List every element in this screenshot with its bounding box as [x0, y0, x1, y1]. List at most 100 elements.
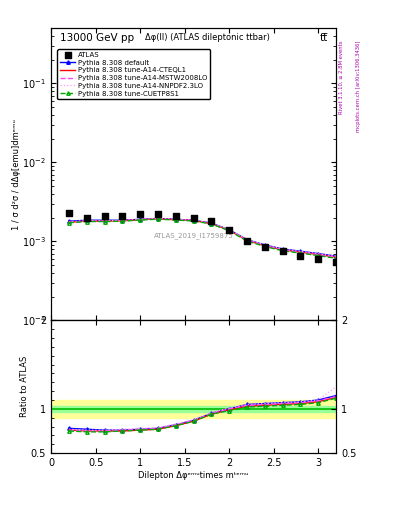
Pythia 8.308 default [84, 217, 89, 223]
Pythia 8.308 tune-A14-MSTW2008LO [173, 217, 178, 223]
Pythia 8.308 tune-A14-CTEQL1 [280, 247, 285, 253]
Y-axis label: 1 / σ d²σ / dΔφ[emu]dmᵉᵐᵘ: 1 / σ d²σ / dΔφ[emu]dmᵉᵐᵘ [12, 119, 21, 230]
Pythia 8.308 tune-A14-MSTW2008LO [316, 251, 321, 258]
Pythia 8.308 tune-CUETP8S1 [263, 243, 267, 249]
Pythia 8.308 tune-A14-NNPDF2.3LO [334, 253, 338, 259]
ATLAS [333, 258, 339, 266]
ATLAS [279, 247, 286, 255]
Pythia 8.308 default [244, 237, 249, 243]
Legend: ATLAS, Pythia 8.308 default, Pythia 8.308 tune-A14-CTEQL1, Pythia 8.308 tune-A14: ATLAS, Pythia 8.308 default, Pythia 8.30… [57, 49, 210, 99]
Pythia 8.308 tune-CUETP8S1 [244, 238, 249, 244]
Pythia 8.308 tune-A14-CTEQL1 [244, 237, 249, 243]
Pythia 8.308 tune-A14-MSTW2008LO [191, 218, 196, 224]
ATLAS [208, 217, 215, 225]
Pythia 8.308 default [334, 253, 338, 259]
Pythia 8.308 tune-A14-CTEQL1 [173, 217, 178, 223]
Pythia 8.308 default [263, 242, 267, 248]
Pythia 8.308 tune-CUETP8S1 [138, 217, 143, 223]
Pythia 8.308 tune-A14-NNPDF2.3LO [298, 248, 303, 254]
Pythia 8.308 tune-A14-CTEQL1 [298, 249, 303, 255]
Pythia 8.308 default [173, 216, 178, 222]
Pythia 8.308 tune-A14-CTEQL1 [66, 219, 71, 225]
Pythia 8.308 default [298, 248, 303, 254]
Pythia 8.308 tune-A14-MSTW2008LO [227, 227, 231, 233]
Pythia 8.308 tune-A14-CTEQL1 [102, 218, 107, 224]
Pythia 8.308 default [209, 220, 214, 226]
Pythia 8.308 tune-CUETP8S1 [66, 220, 71, 226]
Pythia 8.308 default [280, 246, 285, 252]
Text: ATLAS_2019_I1759875: ATLAS_2019_I1759875 [154, 232, 233, 240]
Y-axis label: Ratio to ATLAS: Ratio to ATLAS [20, 356, 29, 417]
ATLAS [84, 214, 90, 222]
Pythia 8.308 tune-A14-NNPDF2.3LO [102, 218, 107, 224]
Pythia 8.308 tune-A14-MSTW2008LO [102, 218, 107, 224]
Pythia 8.308 tune-A14-CTEQL1 [138, 217, 143, 223]
Text: Rivet 3.1.10, ≥ 2.8M events: Rivet 3.1.10, ≥ 2.8M events [339, 41, 344, 115]
Pythia 8.308 tune-A14-MSTW2008LO [280, 247, 285, 253]
ATLAS [155, 210, 161, 219]
Pythia 8.308 tune-A14-MSTW2008LO [84, 218, 89, 224]
Text: tt̅: tt̅ [319, 33, 327, 42]
Pythia 8.308 tune-A14-CTEQL1 [191, 218, 196, 224]
Pythia 8.308 tune-A14-NNPDF2.3LO [209, 220, 214, 226]
Pythia 8.308 tune-A14-CTEQL1 [209, 221, 214, 227]
Pythia 8.308 tune-A14-CTEQL1 [263, 243, 267, 249]
Pythia 8.308 tune-A14-NNPDF2.3LO [66, 219, 71, 225]
Pythia 8.308 tune-A14-MSTW2008LO [209, 221, 214, 227]
Pythia 8.308 tune-A14-NNPDF2.3LO [120, 218, 125, 224]
Pythia 8.308 tune-A14-NNPDF2.3LO [191, 217, 196, 223]
Pythia 8.308 tune-A14-CTEQL1 [84, 218, 89, 224]
Pythia 8.308 tune-A14-CTEQL1 [156, 216, 160, 222]
Text: 13000 GeV pp: 13000 GeV pp [60, 33, 134, 42]
Pythia 8.308 tune-A14-MSTW2008LO [244, 237, 249, 243]
Pythia 8.308 tune-A14-CTEQL1 [316, 251, 321, 258]
Pythia 8.308 tune-A14-CTEQL1 [334, 254, 338, 260]
Bar [51, 400, 336, 418]
Pythia 8.308 tune-CUETP8S1 [334, 255, 338, 261]
Pythia 8.308 default [316, 250, 321, 257]
ATLAS [137, 210, 143, 219]
Pythia 8.308 tune-CUETP8S1 [84, 219, 89, 225]
ATLAS [315, 255, 321, 263]
Pythia 8.308 default [156, 216, 160, 222]
Pythia 8.308 tune-A14-MSTW2008LO [120, 218, 125, 224]
ATLAS [244, 237, 250, 245]
Pythia 8.308 tune-A14-NNPDF2.3LO [84, 218, 89, 224]
Pythia 8.308 tune-CUETP8S1 [156, 216, 160, 222]
Line: Pythia 8.308 default: Pythia 8.308 default [67, 217, 338, 258]
Pythia 8.308 tune-A14-MSTW2008LO [263, 243, 267, 249]
Text: Δφ(ll) (ATLAS dileptonic ttbar): Δφ(ll) (ATLAS dileptonic ttbar) [145, 33, 270, 41]
ATLAS [297, 252, 303, 260]
Pythia 8.308 default [138, 216, 143, 222]
Line: Pythia 8.308 tune-A14-CTEQL1: Pythia 8.308 tune-A14-CTEQL1 [69, 219, 336, 257]
Pythia 8.308 default [66, 218, 71, 224]
Pythia 8.308 tune-A14-MSTW2008LO [334, 254, 338, 260]
ATLAS [190, 214, 196, 222]
Pythia 8.308 tune-A14-MSTW2008LO [298, 249, 303, 255]
Pythia 8.308 tune-CUETP8S1 [173, 217, 178, 223]
X-axis label: Dilepton Δφᵉᵐᵘtimes mᵗᵉᵐᵘ: Dilepton Δφᵉᵐᵘtimes mᵗᵉᵐᵘ [138, 471, 249, 480]
Pythia 8.308 tune-A14-NNPDF2.3LO [244, 237, 249, 243]
Pythia 8.308 tune-A14-NNPDF2.3LO [173, 216, 178, 222]
Pythia 8.308 default [227, 227, 231, 233]
ATLAS [66, 209, 72, 217]
Pythia 8.308 tune-A14-MSTW2008LO [66, 219, 71, 225]
Pythia 8.308 tune-CUETP8S1 [227, 228, 231, 234]
Pythia 8.308 tune-CUETP8S1 [102, 219, 107, 225]
Line: Pythia 8.308 tune-A14-MSTW2008LO: Pythia 8.308 tune-A14-MSTW2008LO [69, 219, 336, 257]
Pythia 8.308 tune-A14-NNPDF2.3LO [138, 216, 143, 222]
Pythia 8.308 tune-A14-NNPDF2.3LO [316, 250, 321, 257]
Pythia 8.308 tune-A14-NNPDF2.3LO [263, 242, 267, 248]
Pythia 8.308 tune-A14-CTEQL1 [120, 218, 125, 224]
Pythia 8.308 tune-A14-CTEQL1 [227, 227, 231, 233]
Pythia 8.308 tune-A14-NNPDF2.3LO [227, 227, 231, 233]
Pythia 8.308 default [102, 217, 107, 223]
Pythia 8.308 default [191, 217, 196, 223]
Pythia 8.308 tune-CUETP8S1 [316, 252, 321, 259]
Pythia 8.308 tune-CUETP8S1 [280, 248, 285, 254]
ATLAS [262, 243, 268, 251]
Line: Pythia 8.308 tune-CUETP8S1: Pythia 8.308 tune-CUETP8S1 [67, 218, 338, 260]
Text: mcplots.cern.ch [arXiv:1306.3436]: mcplots.cern.ch [arXiv:1306.3436] [356, 41, 361, 133]
Pythia 8.308 tune-A14-MSTW2008LO [156, 216, 160, 222]
Pythia 8.308 tune-A14-MSTW2008LO [138, 217, 143, 223]
